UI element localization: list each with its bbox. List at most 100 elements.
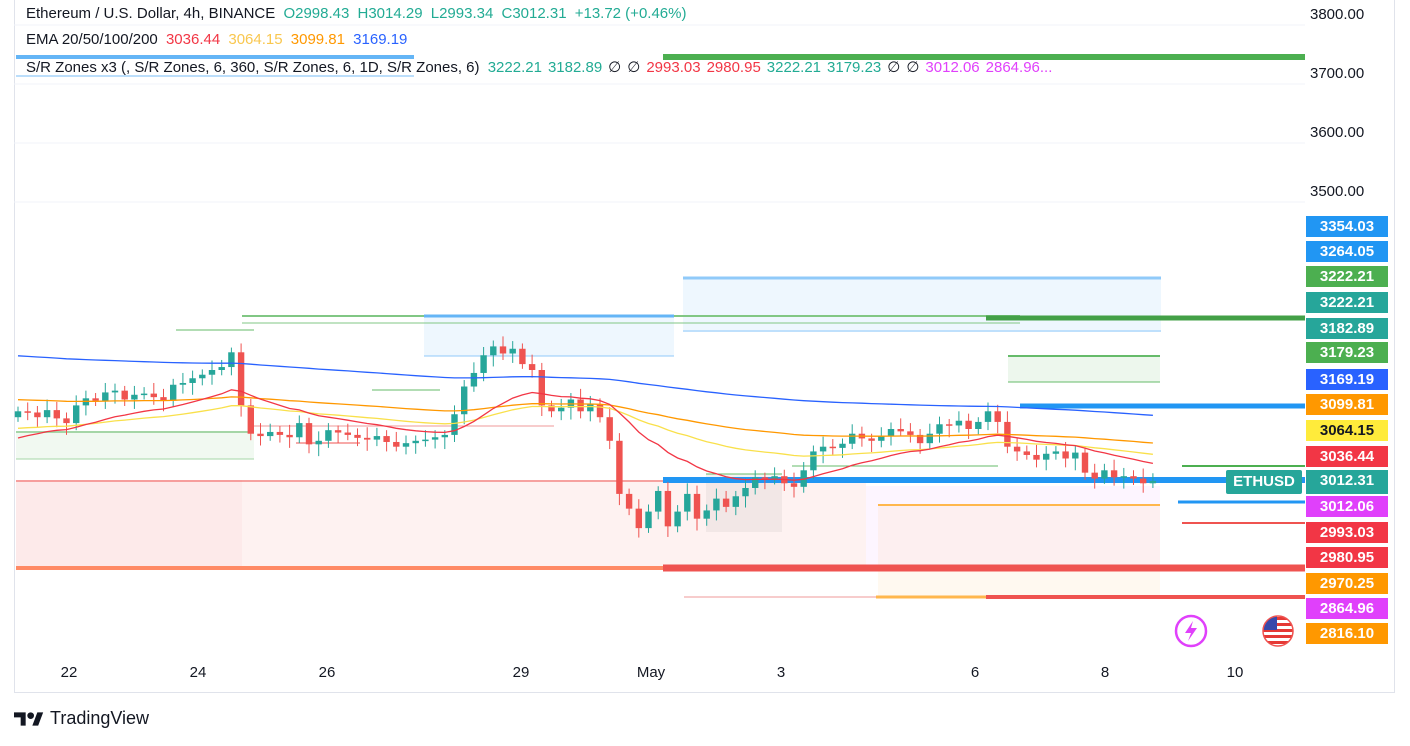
candle xyxy=(470,372,478,387)
price-tag: 3012.06 xyxy=(1306,496,1388,517)
candle xyxy=(334,430,342,433)
time-axis-label: 24 xyxy=(189,664,207,681)
price-axis-label: 3700.00 xyxy=(1310,65,1365,82)
candle xyxy=(810,451,817,471)
candle xyxy=(63,418,70,424)
candle xyxy=(92,398,99,401)
candle xyxy=(373,436,381,440)
candle xyxy=(674,511,681,527)
price-axis-label: 3800.00 xyxy=(1310,6,1365,23)
price-tag: 2864.96 xyxy=(1306,598,1388,619)
candle xyxy=(684,493,691,512)
candle xyxy=(994,411,1001,422)
candle xyxy=(664,490,672,527)
candle xyxy=(926,433,933,444)
candle xyxy=(102,392,109,401)
ema-label: EMA 20/50/100/200 xyxy=(26,31,158,48)
candle xyxy=(1149,480,1157,484)
candle xyxy=(422,439,429,442)
time-axis-label: 29 xyxy=(512,664,530,681)
candle xyxy=(722,498,730,507)
sr-zones-value: 3182.89 xyxy=(547,59,603,76)
us-flag-icon[interactable] xyxy=(1261,614,1295,648)
sr-zones-legend[interactable]: S/R Zones x3 (, S/R Zones, 6, 360, S/R Z… xyxy=(26,58,1062,76)
candle xyxy=(878,436,885,441)
price-tag: 3354.03 xyxy=(1306,216,1388,237)
candle xyxy=(606,417,613,441)
brand-name: TradingView xyxy=(50,708,150,728)
price-tag: 2970.25 xyxy=(1306,573,1388,594)
candle xyxy=(451,414,458,435)
candle xyxy=(742,488,749,497)
candle xyxy=(1081,452,1089,473)
tradingview-logo-icon xyxy=(14,711,44,726)
sr-zone-green xyxy=(16,432,254,459)
candle xyxy=(441,434,448,438)
sr-zone-green xyxy=(1008,356,1160,382)
price-tag: 3179.23 xyxy=(1306,342,1388,363)
sr-zone-blue xyxy=(424,316,674,356)
sr-zone-blue xyxy=(683,278,1161,332)
ohlc-open: O2998.43 xyxy=(283,5,350,22)
candle xyxy=(916,434,924,444)
candle xyxy=(14,411,22,418)
candle xyxy=(257,433,264,437)
candle xyxy=(1013,446,1021,452)
candle xyxy=(1130,476,1137,479)
candle xyxy=(140,393,148,396)
sr-zones-value: 3222.21 xyxy=(487,59,542,76)
candle xyxy=(247,405,254,434)
candle xyxy=(703,510,710,519)
ema50-value: 3064.15 xyxy=(228,31,283,48)
ohlc-low: L2993.34 xyxy=(430,5,494,22)
candle xyxy=(1110,470,1118,478)
candle xyxy=(761,477,769,480)
price-tag: 2980.95 xyxy=(1306,547,1388,568)
price-axis-label: 3500.00 xyxy=(1310,183,1365,200)
candle xyxy=(946,424,953,426)
candle xyxy=(752,477,759,488)
ema50-line xyxy=(17,405,1153,457)
candle xyxy=(548,405,555,412)
candle xyxy=(364,437,371,440)
symbol-title: Ethereum / U.S. Dollar, 4h, BINANCE xyxy=(26,5,276,22)
time-axis-label: 3 xyxy=(776,664,786,681)
ema20-value: 3036.44 xyxy=(165,31,221,48)
sr-zones-value: ∅ xyxy=(608,59,622,76)
price-chart[interactable] xyxy=(0,0,1410,700)
candle xyxy=(431,437,439,440)
sr-zones-value: 3179.23 xyxy=(827,59,882,76)
candle xyxy=(897,429,904,432)
candle xyxy=(286,434,293,438)
candle xyxy=(596,404,604,418)
ohlc-high: H3014.29 xyxy=(357,5,423,22)
candle xyxy=(955,420,963,426)
ema-legend[interactable]: EMA 20/50/100/200 3036.44 3064.15 3099.8… xyxy=(26,31,411,48)
candle xyxy=(587,404,594,412)
candle xyxy=(1023,451,1030,455)
candle xyxy=(975,421,982,429)
price-tag: 3099.81 xyxy=(1306,394,1388,415)
time-axis-label: 10 xyxy=(1226,664,1244,681)
candle xyxy=(461,386,468,415)
candle xyxy=(276,431,284,435)
time-axis-label: 6 xyxy=(970,664,980,681)
candle xyxy=(237,352,245,406)
price-tag: 2816.10 xyxy=(1306,623,1388,644)
candle xyxy=(645,511,652,529)
lightning-icon[interactable] xyxy=(1174,614,1208,648)
symbol-tag: ETHUSD xyxy=(1226,470,1302,494)
candle xyxy=(713,498,720,511)
chart-frame[interactable] xyxy=(14,0,1395,693)
candle xyxy=(73,405,80,424)
sr-zones-value: ∅ xyxy=(887,59,901,76)
candle xyxy=(305,423,313,445)
candle xyxy=(907,431,914,435)
tradingview-brand[interactable]: TradingView xyxy=(14,708,149,729)
candle xyxy=(1140,478,1147,484)
candle xyxy=(538,370,545,406)
candle xyxy=(839,443,846,448)
candle xyxy=(519,348,526,365)
sr-zone-orange xyxy=(878,505,1160,597)
candle xyxy=(490,346,497,356)
